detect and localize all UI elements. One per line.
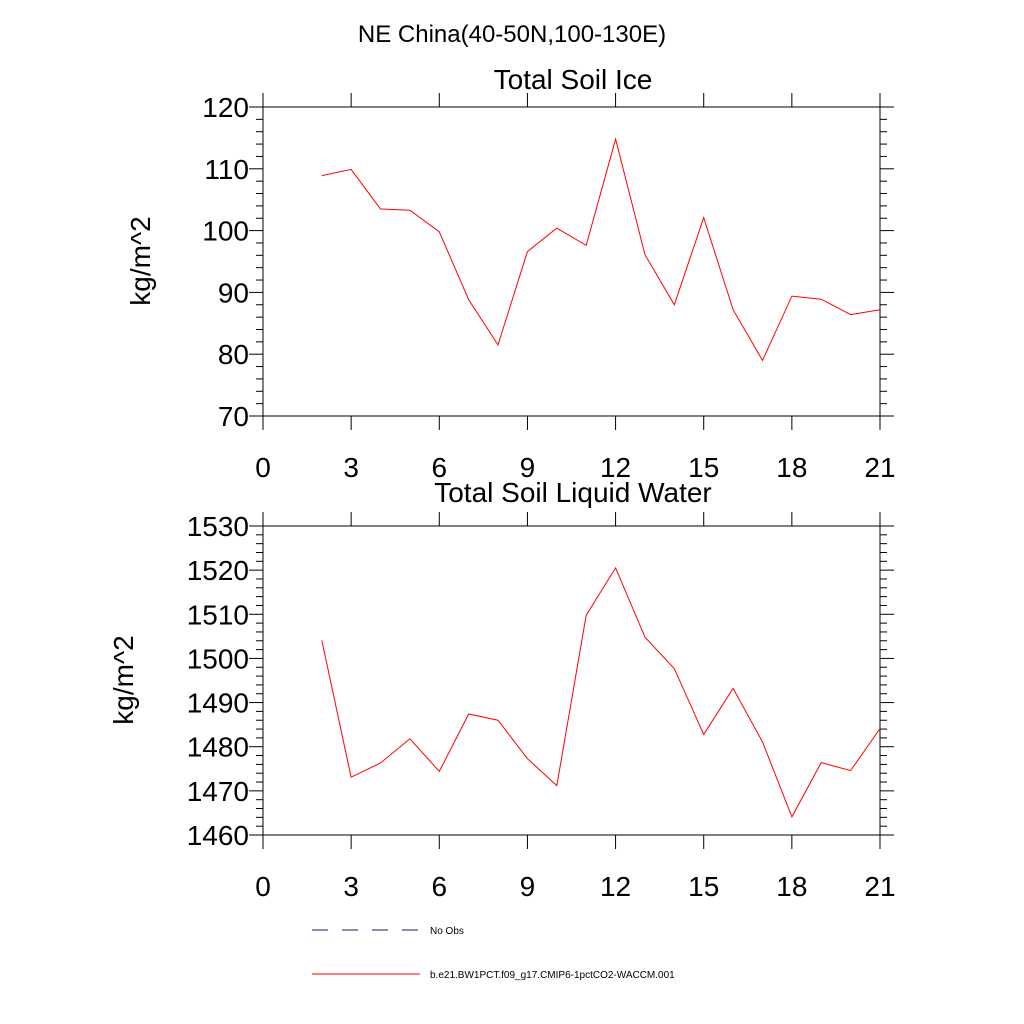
y-tick-label: 1510 bbox=[187, 599, 249, 630]
x-tick-label: 21 bbox=[864, 452, 895, 483]
x-tick-label: 3 bbox=[343, 452, 359, 483]
x-tick-label: 9 bbox=[520, 452, 536, 483]
panel-soil-ice: Total Soil Ice kg/m^2 70 80 90 100 110 120 0 3 6… bbox=[125, 64, 896, 483]
x-tick-label: 6 bbox=[431, 871, 447, 902]
y-tick-label: 1530 bbox=[187, 511, 249, 542]
x-tick-label: 18 bbox=[776, 871, 807, 902]
y-tick-label: 1520 bbox=[187, 555, 249, 586]
y-axis-label: kg/m^2 bbox=[125, 216, 156, 305]
plot-frame bbox=[262, 525, 881, 836]
x-tick-label: 15 bbox=[688, 871, 719, 902]
x-tick-label: 15 bbox=[688, 452, 719, 483]
series-line bbox=[321, 137, 881, 362]
y-axis-label: kg/m^2 bbox=[108, 635, 139, 724]
x-tick-label: 12 bbox=[600, 452, 631, 483]
x-tick-label: 9 bbox=[520, 871, 536, 902]
x-tick-label: 0 bbox=[255, 871, 271, 902]
panel-soil-liquid-water: Total Soil Liquid Water kg/m^2 146014701… bbox=[108, 477, 896, 902]
figure-suptitle: NE China(40-50N,100-130E) bbox=[358, 21, 666, 48]
y-tick-label: 1490 bbox=[187, 688, 249, 719]
y-tick-label: 90 bbox=[218, 277, 249, 308]
y-tick-label: 110 bbox=[204, 154, 249, 185]
plot-frame bbox=[262, 106, 881, 417]
legend-label-no-obs: No Obs bbox=[430, 926, 464, 937]
x-tick-label: 3 bbox=[343, 871, 359, 902]
x-tick-label: 6 bbox=[431, 452, 447, 483]
series-line bbox=[321, 566, 881, 819]
panel-title: Total Soil Liquid Water bbox=[434, 477, 712, 508]
y-tick-label: 1460 bbox=[187, 820, 249, 851]
legend: No Obs b.e21.BW1PCT.f09_g17.CMIP6-1pctCO… bbox=[312, 926, 675, 981]
plot-area: 1460 1470 1480 1490 1500 1510 1520 1530 0 3 6 9 12 15… bbox=[187, 511, 896, 902]
x-tick-label: 21 bbox=[864, 871, 895, 902]
y-tick-label: 120 bbox=[202, 92, 249, 123]
panel-title: Total Soil Ice bbox=[494, 64, 653, 95]
x-tick-label: 12 bbox=[600, 871, 631, 902]
y-tick-label: 100 bbox=[202, 216, 249, 247]
y-tick-label: 80 bbox=[218, 339, 249, 370]
x-tick-label: 0 bbox=[255, 452, 271, 483]
x-tick-label: 18 bbox=[776, 452, 807, 483]
plot-area: 70 80 90 100 110 120 0 3 6 9 12 15 18 21 bbox=[202, 92, 895, 483]
y-tick-label: 70 bbox=[218, 401, 249, 432]
y-tick-label: 1480 bbox=[187, 732, 249, 763]
y-tick-label: 1470 bbox=[187, 776, 249, 807]
legend-label-model-run: b.e21.BW1PCT.f09_g17.CMIP6-1pctCO2-WACCM… bbox=[430, 970, 675, 981]
y-tick-label: 1500 bbox=[187, 643, 249, 674]
